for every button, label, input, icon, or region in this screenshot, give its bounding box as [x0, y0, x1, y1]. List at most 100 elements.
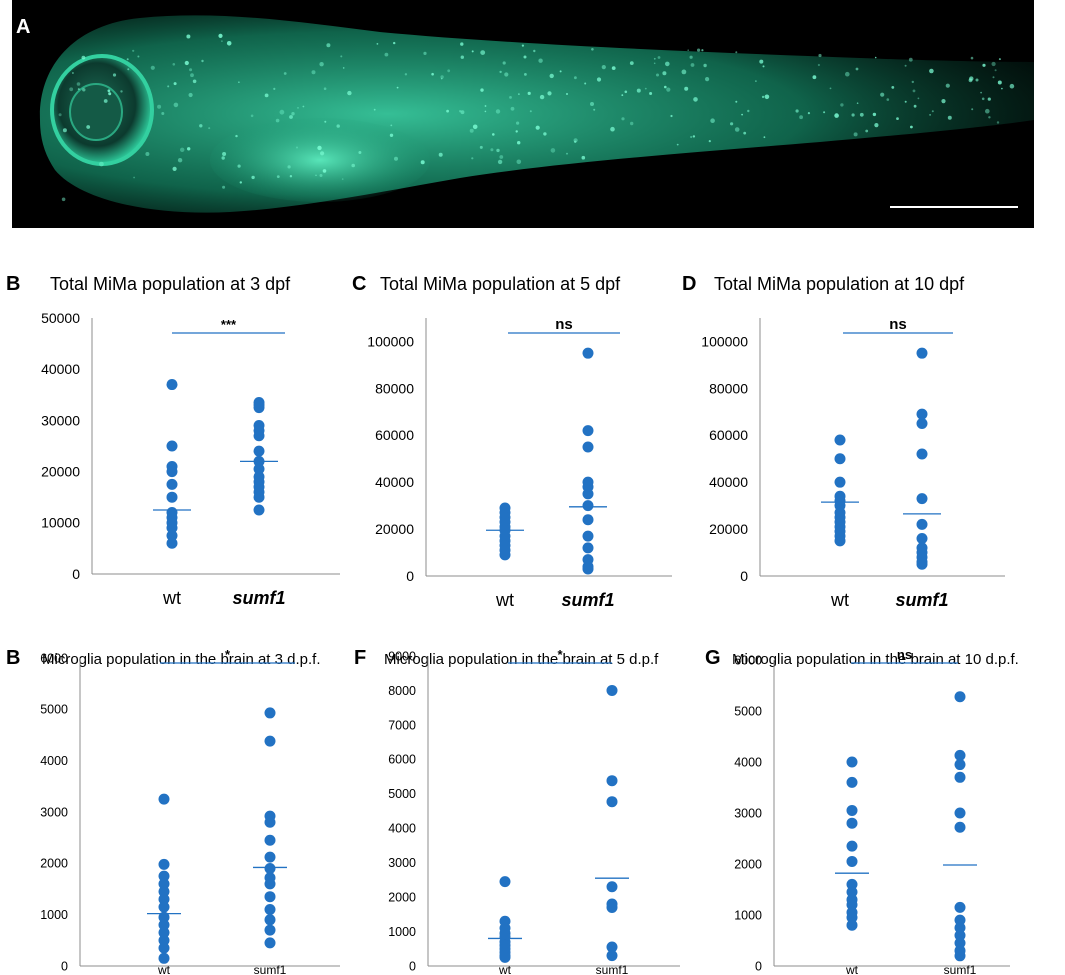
speckle [997, 80, 1002, 85]
speckle [533, 49, 536, 53]
speckle [62, 128, 67, 133]
speckle [472, 124, 478, 130]
speckle [187, 147, 191, 151]
data-point [846, 899, 858, 911]
chart-title: Microglia population in the brain at 3 d… [42, 651, 321, 668]
data-point [158, 927, 170, 939]
y-tick-label: 100000 [367, 333, 414, 349]
speckle [276, 175, 280, 179]
speckle [644, 87, 647, 90]
speckle [929, 68, 934, 74]
speckle [319, 61, 324, 67]
speckle [61, 197, 66, 202]
speckle [693, 97, 698, 102]
speckle [755, 80, 757, 82]
speckle [447, 69, 451, 73]
y-tick-label: 3000 [734, 806, 762, 820]
speckle [221, 156, 225, 160]
data-point [954, 691, 966, 703]
speckle [311, 70, 316, 75]
speckle [251, 175, 255, 180]
data-point [158, 952, 170, 964]
speckle [76, 82, 81, 86]
speckle [590, 102, 594, 106]
speckle [161, 112, 165, 115]
speckle [734, 127, 740, 132]
speckle [459, 110, 462, 113]
data-point [846, 817, 858, 829]
data-point [846, 912, 858, 924]
y-tick-label: 10000 [41, 515, 80, 531]
speckle [681, 69, 687, 75]
speckle [941, 99, 946, 104]
data-point [264, 707, 276, 719]
speckle [865, 129, 869, 133]
data-point [264, 937, 276, 949]
speckle [326, 43, 331, 48]
speckle [982, 63, 986, 67]
speckle [690, 63, 695, 67]
data-point [954, 914, 966, 926]
speckle [99, 161, 104, 167]
speckle [929, 114, 931, 116]
data-point [253, 504, 265, 516]
data-point [166, 440, 178, 452]
speckle [394, 156, 398, 161]
y-tick-label: 8000 [388, 684, 416, 698]
data-point [954, 950, 966, 962]
data-point [846, 840, 858, 852]
data-point [499, 876, 511, 888]
speckle [980, 91, 982, 94]
speckle [741, 113, 743, 116]
speckle [460, 55, 464, 59]
speckle [438, 152, 443, 157]
speckle [77, 88, 80, 91]
data-point [916, 558, 928, 570]
speckle [322, 169, 327, 173]
speckle [524, 73, 527, 76]
significance-label: * [225, 647, 231, 662]
speckle [521, 44, 525, 47]
data-point [582, 488, 594, 500]
speckle [611, 66, 616, 70]
y-tick-label: 6000 [388, 753, 416, 767]
chart-title: Total MiMa population at 5 dpf [380, 274, 621, 294]
speckle [591, 48, 594, 51]
speckle [518, 93, 520, 95]
speckle [523, 55, 527, 59]
speckle [420, 160, 425, 165]
data-point [954, 929, 966, 941]
speckle [289, 115, 293, 119]
x-category-label: wt [162, 588, 181, 608]
speckle [137, 55, 140, 58]
speckle [697, 48, 701, 52]
speckle [601, 65, 606, 70]
speckle [662, 71, 667, 76]
speckle [817, 63, 821, 67]
data-point [846, 804, 858, 816]
data-point [158, 901, 170, 913]
speckle [497, 159, 503, 165]
data-point [158, 893, 170, 905]
speckle [807, 112, 811, 115]
speckle [676, 143, 679, 146]
y-tick-label: 50000 [41, 310, 80, 326]
speckle [186, 34, 191, 39]
speckle [499, 70, 502, 74]
data-point [158, 870, 170, 882]
data-point [954, 937, 966, 949]
data-point [264, 891, 276, 903]
speckle [239, 181, 242, 184]
data-point [582, 542, 594, 554]
data-point [606, 950, 618, 962]
speckle [840, 103, 844, 107]
speckle [496, 148, 500, 153]
panel-letter: F [354, 647, 366, 669]
y-tick-label: 60000 [709, 427, 748, 443]
speckle [917, 97, 920, 100]
speckle [324, 120, 327, 123]
chart-title: Total MiMa population at 10 dpf [714, 274, 965, 294]
